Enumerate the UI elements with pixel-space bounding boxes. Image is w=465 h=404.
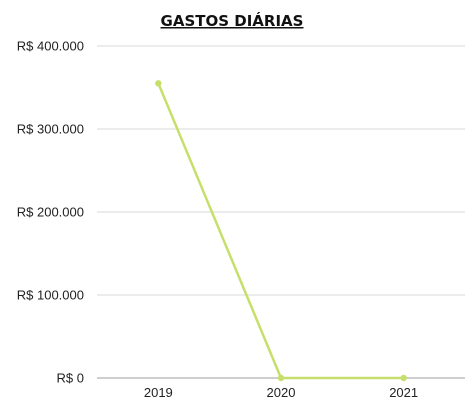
data-point <box>277 374 285 382</box>
data-point <box>155 80 162 87</box>
data-point <box>400 374 407 382</box>
series-line <box>157 82 404 380</box>
x-axis-tick-labels: 2019 2020 2021 <box>144 385 418 400</box>
chart-title: GASTOS DIÁRIAS <box>161 11 304 30</box>
series-layer <box>155 80 407 382</box>
x-tick-label: 2020 <box>267 385 296 399</box>
x-tick-label: 2019 <box>144 385 173 399</box>
y-tick-label: R$ 400.000 <box>17 39 84 54</box>
grid-lines <box>97 45 465 379</box>
y-tick-label: R$ 300.000 <box>17 122 84 137</box>
y-tick-label: R$ 0 <box>57 371 84 386</box>
y-tick-label: R$ 100.000 <box>17 288 84 303</box>
x-tick-label: 2021 <box>389 385 418 399</box>
y-axis-tick-labels: R$ 0 R$ 100.000 R$ 200.000 R$ 300.000 R$ 400… <box>17 39 84 386</box>
y-tick-label: R$ 200.000 <box>17 205 84 220</box>
